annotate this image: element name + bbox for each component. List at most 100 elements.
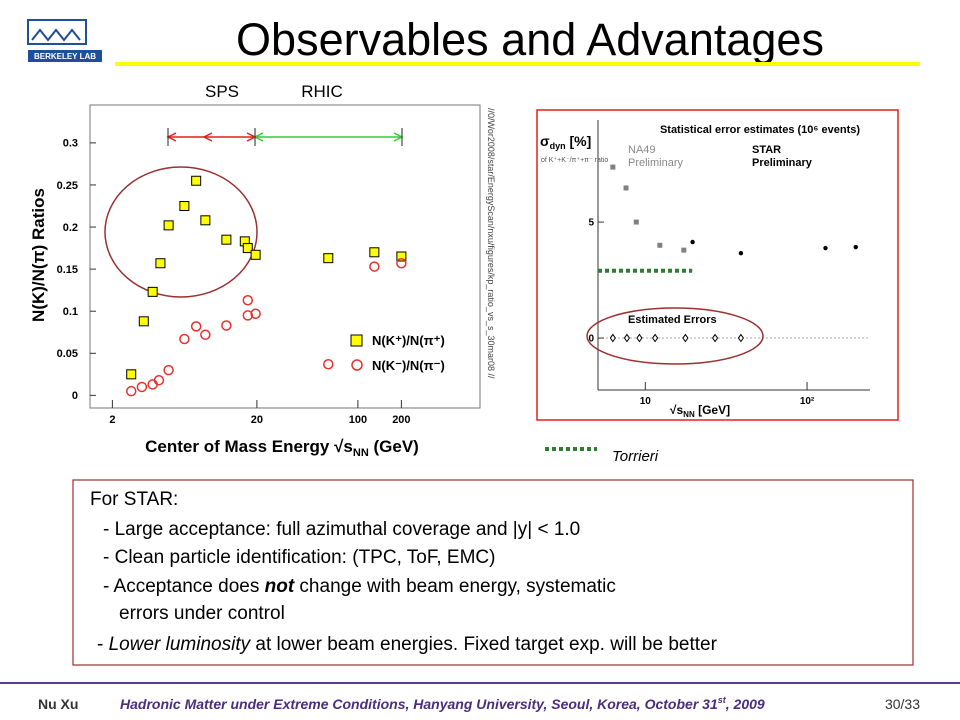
image-frame (536, 109, 899, 421)
estimated-label: Estimated Errors (628, 314, 717, 326)
text-box-content: For STAR: - Large acceptance: full azimu… (90, 489, 718, 655)
logo-mark (31, 28, 81, 42)
marker (221, 234, 232, 245)
item-part: - Acceptance does (103, 576, 265, 597)
marker (250, 308, 261, 319)
item-part: - (97, 634, 109, 655)
label-subscript: NN (683, 410, 695, 419)
legend-label: N(K⁻)/N(π⁻) (372, 358, 445, 373)
marker (682, 333, 689, 343)
plot-frame (89, 104, 481, 409)
marker (853, 244, 858, 250)
item-emphasis: not (265, 576, 295, 597)
marker (657, 242, 663, 248)
x-tick-label: 100 (349, 414, 367, 426)
box-item: - Acceptance does not change with beam e… (103, 576, 616, 597)
marker (690, 239, 695, 245)
highlight-ellipse (104, 166, 258, 298)
item-part: change with beam energy, systematic (294, 576, 616, 597)
x-tick-label: 10² (800, 396, 815, 407)
marker (369, 261, 380, 272)
marker (609, 333, 616, 343)
marker (221, 320, 232, 331)
box-heading: For STAR: (90, 489, 178, 510)
label-part: [GeV] (695, 403, 730, 417)
x-tick-label: 200 (392, 414, 410, 426)
y-tick-label: 0.05 (57, 348, 78, 360)
marker (323, 253, 334, 264)
marker (179, 201, 190, 211)
y-tick-label: 0.2 (63, 222, 78, 234)
footer-page: 30/33 (885, 696, 920, 712)
label-part: Center of Mass Energy √s (145, 437, 353, 456)
y-tick-label: 0 (72, 390, 78, 402)
marker (323, 358, 334, 370)
marker (369, 247, 380, 258)
label-subscript: dyn (550, 141, 566, 151)
legend-swatch (351, 359, 363, 371)
range-arrows (166, 128, 404, 146)
marker (242, 310, 254, 321)
marker (200, 329, 211, 341)
event-part: , 2009 (725, 696, 765, 712)
marker (153, 374, 165, 386)
x-axis-label: √sNN [GeV] (670, 403, 730, 419)
legend-swatch (350, 334, 363, 347)
marker (738, 250, 744, 256)
marker (242, 243, 253, 254)
x-tick-label: 10 (640, 396, 652, 407)
label-subscript: NN (353, 447, 369, 459)
marker (138, 316, 149, 327)
marker (823, 245, 828, 251)
file-path: //0/Wor2008/star/EnergyScan/nxu/figures/… (486, 108, 496, 379)
legend-label: N(K⁺)/N(π⁺) (372, 333, 445, 348)
y-axis-label: N(K)/N(π) Ratios (29, 188, 48, 322)
preliminary-label: Preliminary (628, 157, 684, 169)
marker (636, 333, 643, 343)
item-emphasis: Lower luminosity (109, 634, 252, 655)
slide-title: Observables and Advantages (236, 14, 824, 65)
marker (711, 333, 719, 343)
text-box (72, 479, 914, 666)
marker (623, 185, 629, 191)
preliminary-label: Preliminary (752, 157, 813, 169)
footer-author: Nu Xu (38, 696, 78, 712)
event-part: Hadronic Matter under Extreme Conditions… (120, 696, 718, 712)
marker (200, 215, 211, 226)
y-axis-label: σdyn [%] (540, 133, 591, 151)
marker (163, 364, 174, 376)
x-axis-label: Center of Mass Energy √sNN (GeV) (145, 437, 419, 459)
y-tick-label: 5 (588, 218, 594, 229)
marker (179, 333, 190, 345)
highlight-ellipse (586, 307, 764, 365)
marker (147, 286, 158, 297)
marker (652, 333, 659, 343)
marker (125, 385, 137, 397)
marker (737, 333, 745, 343)
logo-frame (27, 19, 87, 45)
annotation: RHIC (301, 82, 343, 101)
marker (242, 295, 254, 306)
marker (191, 175, 202, 186)
marker (126, 369, 137, 380)
marker (610, 164, 616, 170)
label-part: √s (670, 403, 684, 417)
item-part: at lower beam energies. Fixed target exp… (250, 634, 717, 655)
marker (250, 249, 261, 260)
y-tick-label: 0.1 (63, 306, 78, 318)
y-tick-label: 0.25 (57, 180, 78, 192)
marker (633, 219, 639, 225)
y-tick-label: 0 (588, 334, 594, 345)
box-item: - Clean particle identification: (TPC, T… (103, 547, 495, 568)
box-item: - Large acceptance: full azimuthal cover… (103, 519, 580, 540)
marker (155, 258, 166, 269)
legend-label: Torrieri (612, 448, 659, 465)
marker (396, 251, 407, 262)
logo-band (28, 50, 102, 62)
y-axis-sublabel: of K⁺+K⁻/π⁺+π⁻ ratio (541, 157, 608, 164)
logo-text: BERKELEY LAB (34, 52, 96, 61)
box-item: errors under control (119, 603, 285, 624)
label-part: [%] (566, 133, 592, 149)
marker (623, 333, 631, 343)
